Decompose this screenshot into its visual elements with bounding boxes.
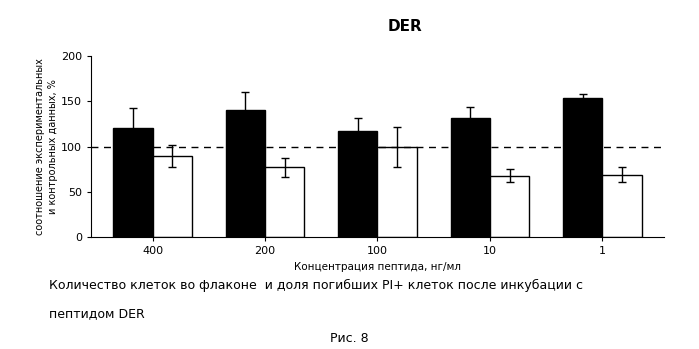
Bar [451, 118, 490, 237]
X-axis label: Концентрация пептида, нг/мл: Концентрация пептида, нг/мл [294, 262, 461, 272]
Bar [113, 128, 152, 237]
Bar [563, 98, 603, 237]
Bar [490, 176, 529, 237]
Text: Количество клеток во флаконе  и доля погибших PI+ клеток после инкубации с: Количество клеток во флаконе и доля поги… [49, 279, 583, 292]
Text: пептидом DER: пептидом DER [49, 307, 145, 320]
Bar [226, 110, 265, 237]
Bar [152, 156, 192, 237]
Text: Рис. 8: Рис. 8 [330, 332, 369, 344]
Text: DER: DER [388, 19, 423, 34]
Bar [265, 168, 304, 237]
Y-axis label: соотношение экспериментальных
и контрольных данных, %: соотношение экспериментальных и контроль… [35, 58, 58, 235]
Bar [377, 147, 417, 237]
Bar [338, 131, 377, 237]
Bar [603, 175, 642, 237]
